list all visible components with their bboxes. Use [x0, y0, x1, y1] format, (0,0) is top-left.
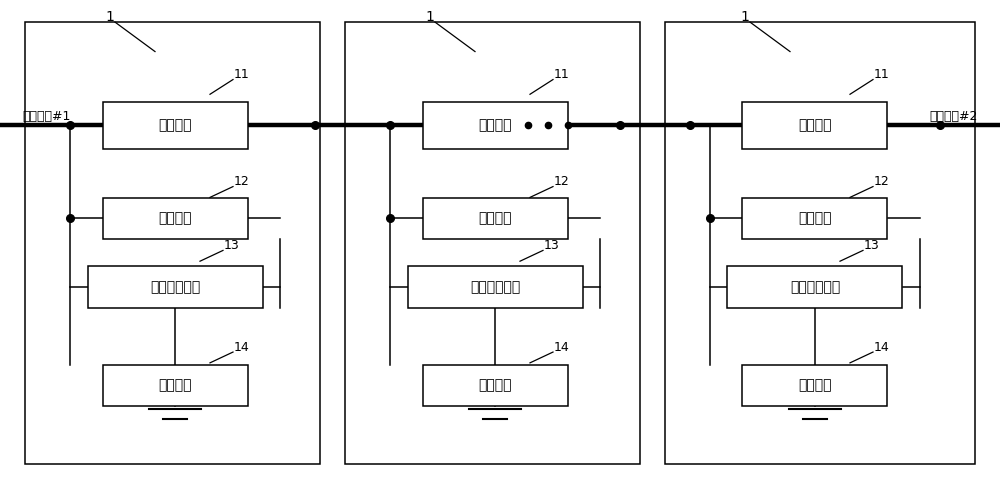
Text: 11: 11 [554, 68, 570, 81]
Bar [665, 22, 975, 464]
Text: 耗能单元: 耗能单元 [158, 212, 192, 225]
Text: 耗能单元: 耗能单元 [798, 212, 832, 225]
Text: 通流单元: 通流单元 [798, 118, 832, 132]
Bar [742, 197, 888, 239]
Text: 通流单元: 通流单元 [478, 118, 512, 132]
Text: 受控振荡单元: 受控振荡单元 [150, 280, 200, 294]
Text: 13: 13 [544, 239, 560, 252]
Bar [345, 22, 640, 464]
Bar [408, 266, 582, 308]
Text: 14: 14 [234, 341, 250, 354]
Bar [103, 364, 248, 407]
Text: 受控振荡单元: 受控振荡单元 [790, 280, 840, 294]
Text: 电力线路#1: 电力线路#1 [22, 110, 70, 123]
Text: 通流单元: 通流单元 [158, 118, 192, 132]
Bar [103, 102, 248, 148]
Text: 接地单元: 接地单元 [798, 379, 832, 392]
Text: 11: 11 [874, 68, 890, 81]
Text: 12: 12 [874, 175, 890, 188]
Bar [422, 197, 568, 239]
Text: 接地单元: 接地单元 [478, 379, 512, 392]
Text: 12: 12 [554, 175, 570, 188]
Text: 14: 14 [554, 341, 570, 354]
Text: 14: 14 [874, 341, 890, 354]
Bar [88, 266, 262, 308]
Text: 12: 12 [234, 175, 250, 188]
Text: 11: 11 [234, 68, 250, 81]
Text: 1: 1 [741, 10, 749, 24]
Bar [742, 364, 888, 407]
Text: 接地单元: 接地单元 [158, 379, 192, 392]
Bar [25, 22, 320, 464]
Text: 1: 1 [426, 10, 434, 24]
Text: 电力线路#2: 电力线路#2 [930, 110, 978, 123]
Text: 13: 13 [864, 239, 880, 252]
Bar [422, 102, 568, 148]
Bar [742, 102, 888, 148]
Text: 受控振荡单元: 受控振荡单元 [470, 280, 520, 294]
Bar [103, 197, 248, 239]
Text: 13: 13 [224, 239, 240, 252]
Bar [422, 364, 568, 407]
Bar [727, 266, 902, 308]
Text: 1: 1 [106, 10, 114, 24]
Text: 耗能单元: 耗能单元 [478, 212, 512, 225]
